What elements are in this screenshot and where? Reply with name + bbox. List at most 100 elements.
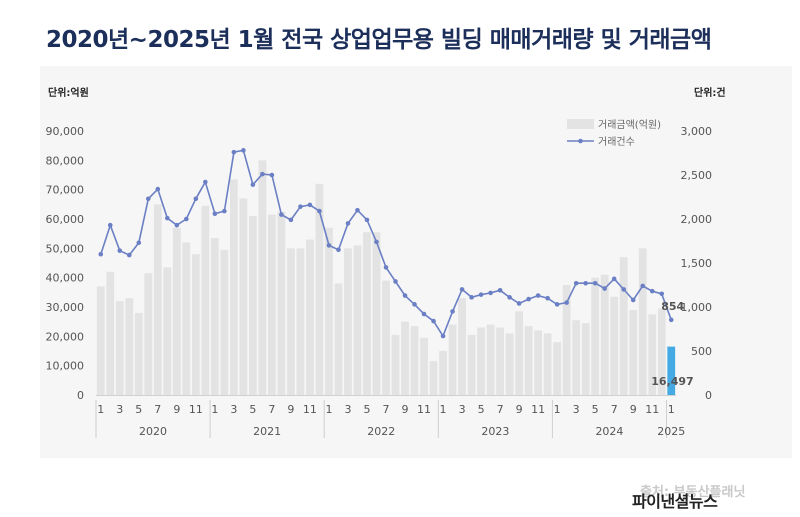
line-point xyxy=(535,293,541,298)
line-point xyxy=(621,287,627,292)
left-y-tick-label: 50,000 xyxy=(46,242,85,255)
right-y-tick-label: 3,000 xyxy=(681,125,713,138)
x-tick-label: 3 xyxy=(344,403,351,416)
left-y-tick-label: 70,000 xyxy=(46,184,85,197)
bar xyxy=(153,204,162,395)
line-point xyxy=(107,222,113,228)
x-tick-label: 7 xyxy=(268,403,275,416)
bar xyxy=(325,227,333,395)
legend-bar-swatch xyxy=(567,119,594,129)
bar xyxy=(505,333,514,395)
bar xyxy=(306,239,314,395)
year-label: 2021 xyxy=(253,425,281,438)
x-tick-label: 9 xyxy=(173,403,180,416)
x-tick-label: 1 xyxy=(554,403,561,416)
bar xyxy=(543,333,552,395)
page-title: 2020년~2025년 1월 전국 상업업무용 빌딩 매매거래량 및 거래금액 xyxy=(46,27,712,53)
legend-line-marker xyxy=(578,138,583,144)
left-y-tick-label: 90,000 xyxy=(46,125,85,138)
bar xyxy=(106,271,115,395)
right-y-tick-label: 1,000 xyxy=(681,301,713,314)
line-point xyxy=(497,287,503,293)
bar xyxy=(429,361,438,395)
x-tick-label: 5 xyxy=(363,403,370,416)
line-point xyxy=(526,296,531,302)
line-point xyxy=(222,208,227,214)
line-point xyxy=(573,280,579,286)
line-point xyxy=(250,182,256,187)
bar xyxy=(248,216,257,395)
bar xyxy=(458,298,466,395)
bar xyxy=(210,238,219,395)
left-y-tick-label: 40,000 xyxy=(46,272,85,285)
line-point xyxy=(345,221,351,226)
bar xyxy=(657,308,666,395)
bar xyxy=(163,267,172,395)
line-point xyxy=(193,196,199,202)
line-point xyxy=(355,207,360,213)
line-point xyxy=(421,311,427,317)
data-label: 854 xyxy=(661,300,684,313)
right-y-tick-label: 0 xyxy=(705,389,712,402)
x-tick-label: 1 xyxy=(440,403,447,416)
bar xyxy=(448,324,457,395)
x-tick-label: 1 xyxy=(325,403,332,416)
bar xyxy=(315,183,324,395)
publisher-watermark: 파이낸셜뉴스 xyxy=(632,492,718,511)
left-axis-unit: 단위:억원 xyxy=(48,88,89,99)
bar xyxy=(277,211,286,395)
bar xyxy=(334,283,343,395)
source-credit: 출처: 부동산플래닛 xyxy=(640,485,746,500)
right-y-tick-label: 2,500 xyxy=(681,169,713,182)
x-tick-label: 5 xyxy=(249,403,256,416)
line-point xyxy=(126,252,132,258)
bar xyxy=(410,326,419,395)
data-label: 16,497 xyxy=(651,375,693,388)
bar xyxy=(553,342,562,395)
line-point xyxy=(630,297,636,303)
line-point xyxy=(326,243,332,248)
bar xyxy=(382,280,390,395)
bar xyxy=(467,334,476,395)
left-y-tick-label: 60,000 xyxy=(46,213,85,226)
line-point xyxy=(364,217,370,223)
x-tick-label: 11 xyxy=(417,403,431,416)
right-y-tick-label: 500 xyxy=(691,345,712,358)
x-tick-label: 7 xyxy=(611,403,618,416)
left-y-tick-label: 30,000 xyxy=(46,301,85,314)
bar xyxy=(372,232,381,395)
bar xyxy=(600,274,609,395)
x-tick-label: 5 xyxy=(135,403,142,416)
x-tick-label: 5 xyxy=(592,403,599,416)
line-point xyxy=(288,217,294,223)
left-y-tick-label: 80,000 xyxy=(46,154,85,167)
bar xyxy=(353,245,362,395)
bar xyxy=(144,273,153,395)
line-point xyxy=(583,280,588,286)
bar xyxy=(258,160,267,395)
line-point xyxy=(136,240,142,246)
bar xyxy=(220,249,229,395)
x-tick-label: 3 xyxy=(573,403,580,416)
line-point xyxy=(507,295,512,300)
bar xyxy=(591,277,600,395)
bar xyxy=(172,227,181,395)
line-point xyxy=(564,300,569,305)
left-y-tick-label: 0 xyxy=(77,389,84,402)
line-point xyxy=(307,202,313,208)
year-label: 2022 xyxy=(367,425,395,438)
x-tick-label: 11 xyxy=(645,403,659,416)
bar xyxy=(344,248,352,395)
line-point xyxy=(431,318,436,324)
line-point xyxy=(659,291,665,297)
x-tick-label: 7 xyxy=(383,403,390,416)
year-label: 2024 xyxy=(595,425,623,438)
x-tick-label: 9 xyxy=(630,403,637,416)
bar xyxy=(638,248,647,395)
x-tick-label: 3 xyxy=(459,403,466,416)
left-y-tick-label: 20,000 xyxy=(46,330,85,343)
bar xyxy=(401,321,409,395)
line-point xyxy=(145,196,151,202)
x-tick-label: 7 xyxy=(154,403,161,416)
